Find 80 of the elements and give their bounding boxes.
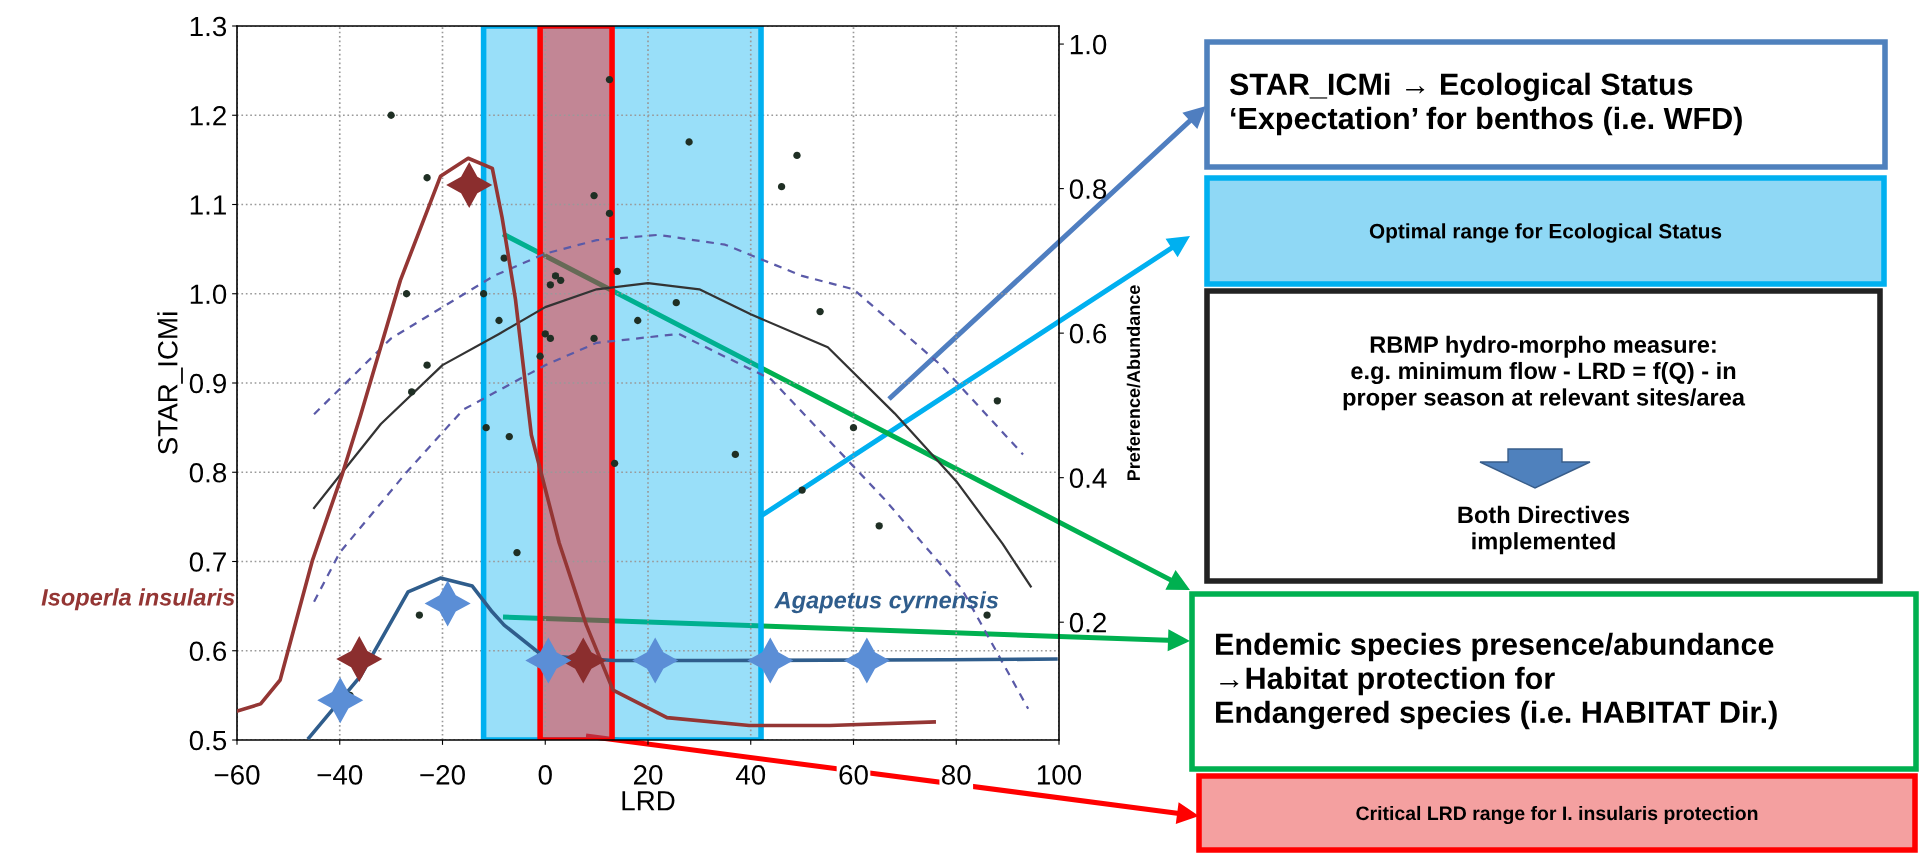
point [672, 299, 680, 307]
point [479, 290, 488, 298]
point [613, 267, 621, 276]
point [525, 637, 572, 684]
point [495, 316, 503, 325]
point [634, 316, 642, 325]
point [536, 352, 544, 360]
point [551, 272, 560, 280]
point [777, 182, 786, 191]
point [408, 388, 416, 396]
text: Critical LRD range for I. insularis protection [1356, 805, 1758, 825]
point [610, 459, 619, 467]
line-series [312, 233, 1025, 456]
point [402, 290, 411, 298]
x-tick-label: −40 [317, 765, 363, 785]
x-tick-label: 20 [633, 765, 663, 785]
point [546, 334, 555, 343]
point [632, 637, 679, 684]
point [605, 75, 614, 84]
y-tick-label: 1.2 [190, 105, 226, 126]
point [816, 307, 824, 316]
point [446, 161, 493, 209]
x-axis-title: LRD [622, 791, 675, 811]
y-axis-title: STAR_ICMi [157, 312, 183, 455]
point [424, 580, 471, 627]
x-tick-label: −20 [420, 765, 465, 785]
x-tick-label: 40 [735, 765, 766, 785]
text: Isoperla insularis [41, 588, 235, 611]
text: Endemic species presence/abundance →Habitat protection for Endangered species (i.e. HABITAT Dir.) [1216, 632, 1777, 730]
series-label: Agapetus cyrnensis [774, 591, 999, 614]
y-tick-label: 0.7 [189, 552, 226, 572]
point [747, 637, 794, 684]
y-tick-label: 1.1 [190, 195, 226, 215]
point [415, 611, 424, 619]
y2-tick-label: 0.6 [1069, 323, 1107, 344]
point [336, 636, 383, 683]
point [423, 361, 431, 369]
point [605, 209, 614, 218]
point [513, 548, 521, 557]
y-tick-label: 0.9 [189, 373, 226, 394]
point [387, 111, 395, 119]
y2-tick-label: 1.0 [1070, 34, 1107, 55]
x-tick-label: 0 [538, 765, 552, 785]
point [590, 191, 598, 200]
point [843, 637, 890, 684]
point [731, 450, 740, 459]
point [546, 281, 555, 289]
y-tick-label: 0.5 [189, 730, 227, 751]
point [556, 276, 565, 285]
y2-tick-label: 0.2 [1069, 612, 1106, 633]
point [541, 330, 549, 338]
point [500, 254, 508, 262]
y2-axis-title: Preference/Abundance [1126, 285, 1141, 481]
text: STAR_ICMi → Ecological Status ‘Expectation’ for benthos (i.e. WFD) [1229, 72, 1742, 136]
text: RBMP hydro-morpho measure: e.g. minimum flow - LRD = f(Q) - in proper season at relevant sites/area [1343, 335, 1746, 411]
x-tick-label: 60 [839, 765, 868, 785]
x-tick-label: −60 [214, 765, 260, 785]
point [875, 522, 883, 530]
point [793, 151, 801, 160]
point [849, 423, 858, 432]
line-series [312, 281, 1032, 588]
point [317, 677, 364, 724]
point [590, 334, 598, 343]
point [993, 397, 1002, 405]
y2-tick-label: 0.4 [1069, 468, 1107, 489]
y-tick-label: 0.6 [189, 641, 227, 662]
text: Both Directives implemented [1458, 505, 1630, 555]
point [685, 138, 693, 146]
x-tick-label: 80 [942, 765, 971, 785]
point [505, 432, 513, 441]
y-tick-label: 0.8 [189, 462, 227, 483]
x-tick-label: 100 [1037, 765, 1082, 785]
line-series [312, 332, 1030, 710]
y2-tick-label: 0.8 [1069, 179, 1107, 199]
y-tick-label: 1.3 [190, 16, 227, 37]
y-tick-label: 1.0 [190, 284, 227, 305]
point [482, 423, 490, 432]
point [423, 174, 431, 182]
text: Optimal range for Ecological Status [1369, 223, 1722, 243]
point [798, 486, 806, 494]
